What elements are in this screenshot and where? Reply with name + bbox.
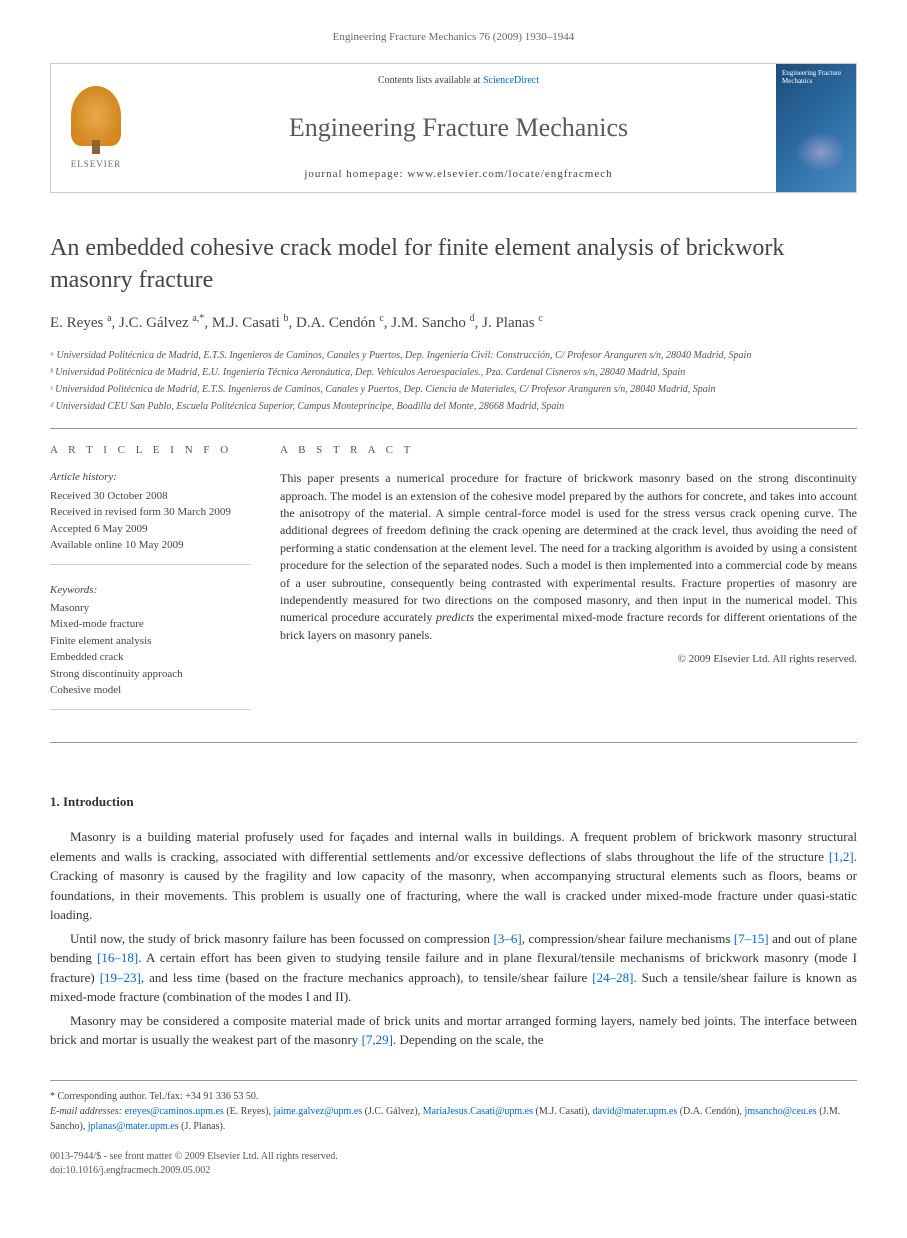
info-abstract-row: A R T I C L E I N F O Article history: R…	[50, 443, 857, 728]
keyword: Strong discontinuity approach	[50, 666, 250, 683]
corresponding-author: * Corresponding author. Tel./fax: +34 91…	[50, 1089, 857, 1104]
body-paragraphs: Masonry is a building material profusely…	[50, 827, 857, 1050]
email-link[interactable]: MariaJesus.Casati@upm.es	[423, 1106, 533, 1117]
affiliation-line: ᵇ Universidad Politécnica de Madrid, E.U…	[50, 365, 857, 380]
email-link[interactable]: jaime.galvez@upm.es	[274, 1106, 363, 1117]
history-lines: Received 30 October 2008Received in revi…	[50, 488, 250, 554]
divider	[50, 428, 857, 429]
article-info-column: A R T I C L E I N F O Article history: R…	[50, 443, 250, 728]
affiliation-line: ᵃ Universidad Politécnica de Madrid, E.T…	[50, 348, 857, 363]
header-center: Contents lists available at ScienceDirec…	[141, 64, 776, 192]
affiliation-line: ᶜ Universidad Politécnica de Madrid, E.T…	[50, 382, 857, 397]
reference-link[interactable]: [16–18]	[97, 950, 138, 965]
affiliation-line: ᵈ Universidad CEU San Pablo, Escuela Pol…	[50, 399, 857, 414]
cover-title: Engineering Fracture Mechanics	[782, 70, 850, 85]
elsevier-logo: ELSEVIER	[51, 64, 141, 192]
journal-homepage: journal homepage: www.elsevier.com/locat…	[304, 167, 612, 182]
abstract-copyright: © 2009 Elsevier Ltd. All rights reserved…	[280, 652, 857, 667]
article-history-group: Article history: Received 30 October 200…	[50, 470, 250, 564]
reference-link[interactable]: [1,2]	[829, 849, 854, 864]
history-line: Received in revised form 30 March 2009	[50, 504, 250, 521]
reference-link[interactable]: [7–15]	[734, 931, 769, 946]
keyword: Masonry	[50, 600, 250, 617]
body-paragraph: Until now, the study of brick masonry fa…	[50, 929, 857, 1007]
keyword: Mixed-mode fracture	[50, 616, 250, 633]
article-title: An embedded cohesive crack model for fin…	[50, 233, 857, 295]
abstract-text: This paper presents a numerical procedur…	[280, 470, 857, 644]
email-link[interactable]: david@mater.upm.es	[592, 1106, 677, 1117]
sciencedirect-link[interactable]: ScienceDirect	[483, 75, 539, 86]
journal-name: Engineering Fracture Mechanics	[289, 110, 628, 146]
section-title: Introduction	[63, 794, 134, 809]
elsevier-label: ELSEVIER	[71, 158, 122, 171]
bottom-meta: 0013-7944/$ - see front matter © 2009 El…	[50, 1150, 857, 1178]
email-link[interactable]: jmsancho@ceu.es	[744, 1106, 816, 1117]
reference-link[interactable]: [7,29]	[362, 1032, 393, 1047]
top-citation: Engineering Fracture Mechanics 76 (2009)…	[50, 30, 857, 45]
abstract-heading: A B S T R A C T	[280, 443, 857, 458]
keyword: Cohesive model	[50, 682, 250, 699]
keywords-list: MasonryMixed-mode fractureFinite element…	[50, 600, 250, 699]
keywords-group: Keywords: MasonryMixed-mode fractureFini…	[50, 583, 250, 710]
contents-prefix: Contents lists available at	[378, 75, 483, 86]
authors-list: E. Reyes a, J.C. Gálvez a,*, M.J. Casati…	[50, 312, 857, 334]
history-line: Available online 10 May 2009	[50, 537, 250, 554]
journal-header: ELSEVIER Contents lists available at Sci…	[50, 63, 857, 193]
email-addresses: E-mail addresses: ereyes@caminos.upm.es …	[50, 1104, 857, 1134]
email-link[interactable]: jplanas@mater.upm.es	[88, 1121, 179, 1132]
reference-link[interactable]: [24–28]	[592, 970, 633, 985]
section-number: 1.	[50, 794, 60, 809]
contents-available: Contents lists available at ScienceDirec…	[378, 74, 539, 88]
divider	[50, 742, 857, 743]
reference-link[interactable]: [3–6]	[494, 931, 522, 946]
issn-line: 0013-7944/$ - see front matter © 2009 El…	[50, 1150, 857, 1164]
history-heading: Article history:	[50, 470, 250, 485]
journal-cover-thumbnail: Engineering Fracture Mechanics	[776, 64, 856, 192]
footnotes: * Corresponding author. Tel./fax: +34 91…	[50, 1080, 857, 1134]
cover-art-icon	[796, 132, 846, 172]
elsevier-tree-icon	[71, 86, 121, 146]
doi-line: doi:10.1016/j.engfracmech.2009.05.002	[50, 1164, 857, 1178]
reference-link[interactable]: [19–23]	[100, 970, 141, 985]
history-line: Received 30 October 2008	[50, 488, 250, 505]
section-heading: 1. Introduction	[50, 793, 857, 811]
body-paragraph: Masonry may be considered a composite ma…	[50, 1011, 857, 1050]
keyword: Finite element analysis	[50, 633, 250, 650]
body-paragraph: Masonry is a building material profusely…	[50, 827, 857, 925]
abstract-column: A B S T R A C T This paper presents a nu…	[280, 443, 857, 728]
introduction-section: 1. Introduction Masonry is a building ma…	[50, 793, 857, 1050]
keywords-heading: Keywords:	[50, 583, 250, 598]
keyword: Embedded crack	[50, 649, 250, 666]
email-link[interactable]: ereyes@caminos.upm.es	[125, 1106, 224, 1117]
history-line: Accepted 6 May 2009	[50, 521, 250, 538]
affiliations: ᵃ Universidad Politécnica de Madrid, E.T…	[50, 348, 857, 414]
article-info-heading: A R T I C L E I N F O	[50, 443, 250, 458]
